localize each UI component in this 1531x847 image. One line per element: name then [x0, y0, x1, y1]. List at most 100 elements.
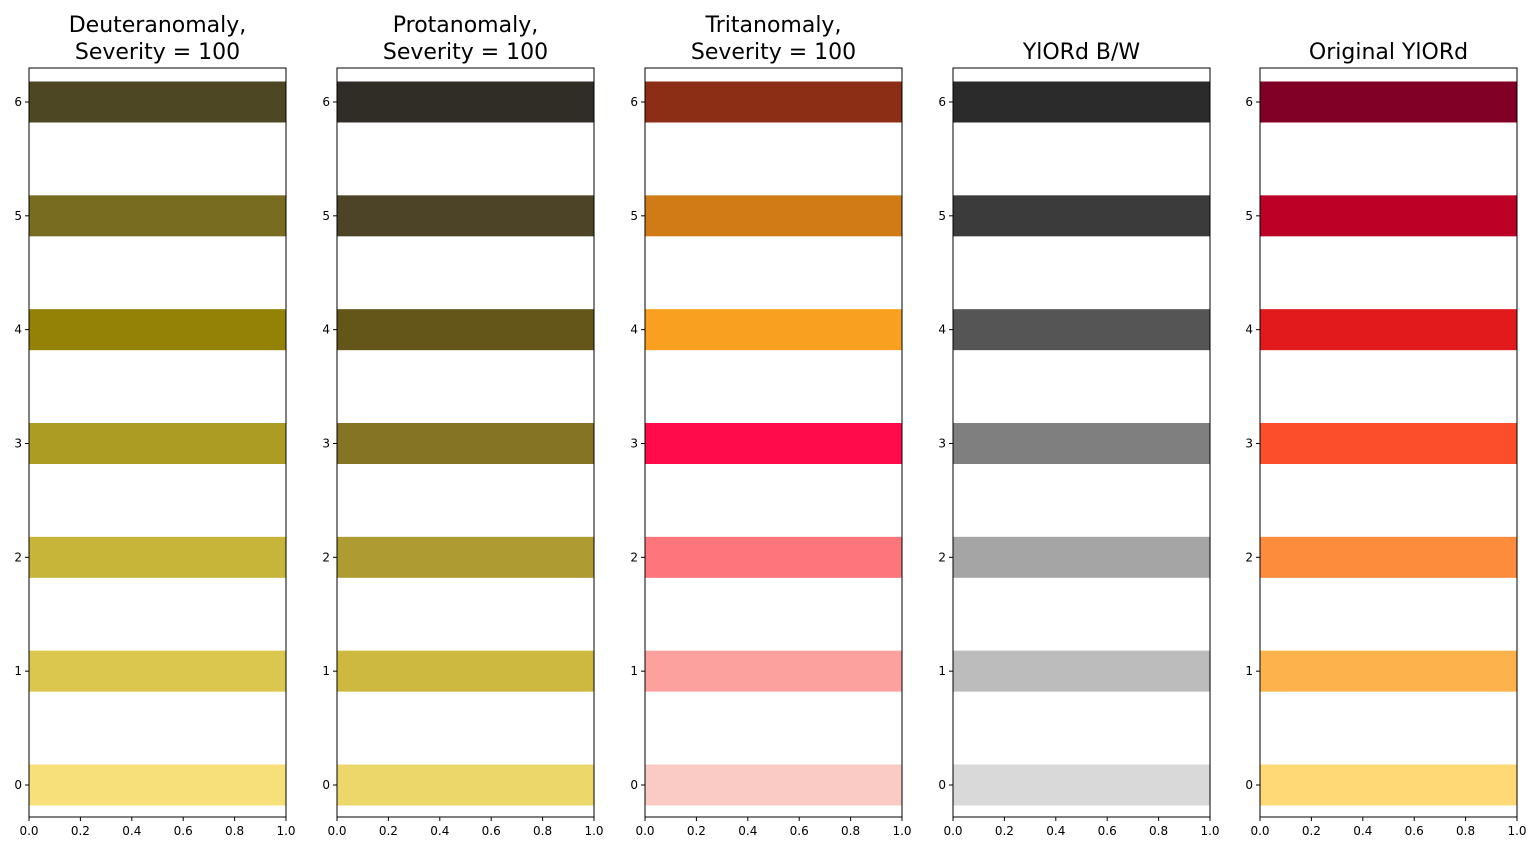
x-tick-label-0-3: 0.6 [174, 824, 193, 838]
bar-4-2 [1260, 536, 1517, 578]
chart-title-2-line-0: Tritanomaly, [705, 13, 842, 38]
x-tick-label-4-5: 1.0 [1507, 824, 1526, 838]
bar-1-1 [337, 650, 594, 692]
y-tick-label-4-5: 5 [1245, 209, 1253, 223]
axes-frame-1 [336, 67, 595, 818]
bar-2-4 [645, 309, 902, 351]
bar-4-6 [1260, 81, 1517, 123]
y-tick-label-2-0: 0 [630, 778, 638, 792]
axes-frame-0 [28, 67, 287, 818]
x-tick-label-0-1: 0.2 [71, 824, 90, 838]
y-tick-label-2-1: 1 [630, 664, 638, 678]
bar-4-0 [1260, 764, 1517, 806]
bar-1-3 [337, 423, 594, 464]
bar-3-3 [953, 423, 1210, 464]
x-tick-label-2-2: 0.4 [738, 824, 757, 838]
y-tick-label-0-1: 1 [14, 664, 22, 678]
x-tick-label-1-5: 1.0 [584, 824, 603, 838]
x-tick-label-1-1: 0.2 [379, 824, 398, 838]
x-tick-label-4-4: 0.8 [1456, 824, 1475, 838]
y-tick-label-1-4: 4 [322, 323, 330, 337]
y-tick-label-2-5: 5 [630, 209, 638, 223]
x-tick-label-4-0: 0.0 [1250, 824, 1269, 838]
y-tick-label-3-2: 2 [938, 550, 946, 564]
chart-title-1-line-1: Severity = 100 [383, 40, 548, 65]
chart-panel-3: 0 1 2 3 4 5 6 0.0 0.2 0.4 0.6 0.8 1.0 YlORd B/W [938, 40, 1219, 838]
y-tick-label-2-6: 6 [630, 95, 638, 109]
bar-4-1 [1260, 650, 1517, 692]
bar-0-5 [29, 195, 286, 237]
y-tick-label-1-1: 1 [322, 664, 330, 678]
bar-0-2 [29, 536, 286, 578]
y-tick-label-1-5: 5 [322, 209, 330, 223]
y-tick-label-4-4: 4 [1245, 323, 1253, 337]
y-tick-label-0-5: 5 [14, 209, 22, 223]
x-tick-label-0-4: 0.8 [225, 824, 244, 838]
bar-0-4 [29, 309, 286, 351]
chart-panel-1: 0 1 2 3 4 5 6 0.0 0.2 0.4 0.6 0.8 1.0 Protanomaly,Sev… [322, 13, 603, 838]
y-tick-label-4-6: 6 [1245, 95, 1253, 109]
y-tick-label-3-6: 6 [938, 95, 946, 109]
bar-2-5 [645, 195, 902, 237]
bar-0-3 [29, 423, 286, 464]
y-tick-label-0-0: 0 [14, 778, 22, 792]
bar-2-3 [645, 423, 902, 464]
bar-3-0 [953, 764, 1210, 806]
axes-frame-4 [1259, 67, 1518, 818]
x-tick-label-3-2: 0.4 [1046, 824, 1065, 838]
bar-3-2 [953, 536, 1210, 578]
bar-1-4 [337, 309, 594, 351]
bar-1-2 [337, 536, 594, 578]
bar-1-0 [337, 764, 594, 806]
bar-3-5 [953, 195, 1210, 237]
x-tick-label-2-0: 0.0 [635, 824, 654, 838]
axes-frame-3 [952, 67, 1211, 818]
bar-4-5 [1260, 195, 1517, 237]
chart-title-0-line-0: Deuteranomaly, [69, 13, 247, 38]
x-tick-label-1-2: 0.4 [430, 824, 449, 838]
x-tick-label-4-2: 0.4 [1353, 824, 1372, 838]
chart-title-3-line-0: YlORd B/W [1022, 40, 1141, 65]
x-tick-label-2-4: 0.8 [841, 824, 860, 838]
y-tick-label-0-3: 3 [14, 437, 22, 451]
bar-1-5 [337, 195, 594, 237]
y-tick-label-4-2: 2 [1245, 550, 1253, 564]
bar-4-4 [1260, 309, 1517, 351]
x-tick-label-2-1: 0.2 [687, 824, 706, 838]
y-tick-label-0-6: 6 [14, 95, 22, 109]
y-tick-label-2-2: 2 [630, 550, 638, 564]
x-tick-label-4-1: 0.2 [1302, 824, 1321, 838]
y-tick-label-3-1: 1 [938, 664, 946, 678]
bar-2-2 [645, 536, 902, 578]
x-tick-label-1-4: 0.8 [533, 824, 552, 838]
chart-panel-4: 0 1 2 3 4 5 6 0.0 0.2 0.4 0.6 0.8 1.0 Original YlORd [1245, 40, 1526, 838]
chart-title-2-line-1: Severity = 100 [691, 40, 856, 65]
bar-0-0 [29, 764, 286, 806]
bar-2-0 [645, 764, 902, 806]
y-tick-label-2-4: 4 [630, 323, 638, 337]
bar-4-3 [1260, 423, 1517, 464]
x-tick-label-0-5: 1.0 [276, 824, 295, 838]
y-tick-label-1-6: 6 [322, 95, 330, 109]
bar-1-6 [337, 81, 594, 123]
y-tick-label-1-2: 2 [322, 550, 330, 564]
y-tick-label-3-5: 5 [938, 209, 946, 223]
bar-2-1 [645, 650, 902, 692]
chart-title-1-line-0: Protanomaly, [393, 13, 538, 38]
y-tick-label-3-4: 4 [938, 323, 946, 337]
y-tick-label-0-4: 4 [14, 323, 22, 337]
x-tick-label-3-0: 0.0 [943, 824, 962, 838]
x-tick-label-3-5: 1.0 [1200, 824, 1219, 838]
y-tick-label-1-0: 0 [322, 778, 330, 792]
bar-3-4 [953, 309, 1210, 351]
axes-frame-2 [644, 67, 903, 818]
y-tick-label-4-1: 1 [1245, 664, 1253, 678]
chart-title-0-line-1: Severity = 100 [75, 40, 240, 65]
bar-2-6 [645, 81, 902, 123]
bar-3-6 [953, 81, 1210, 123]
y-tick-label-0-2: 2 [14, 550, 22, 564]
chart-title-4-line-0: Original YlORd [1309, 40, 1468, 65]
bar-3-1 [953, 650, 1210, 692]
y-tick-label-3-0: 0 [938, 778, 946, 792]
